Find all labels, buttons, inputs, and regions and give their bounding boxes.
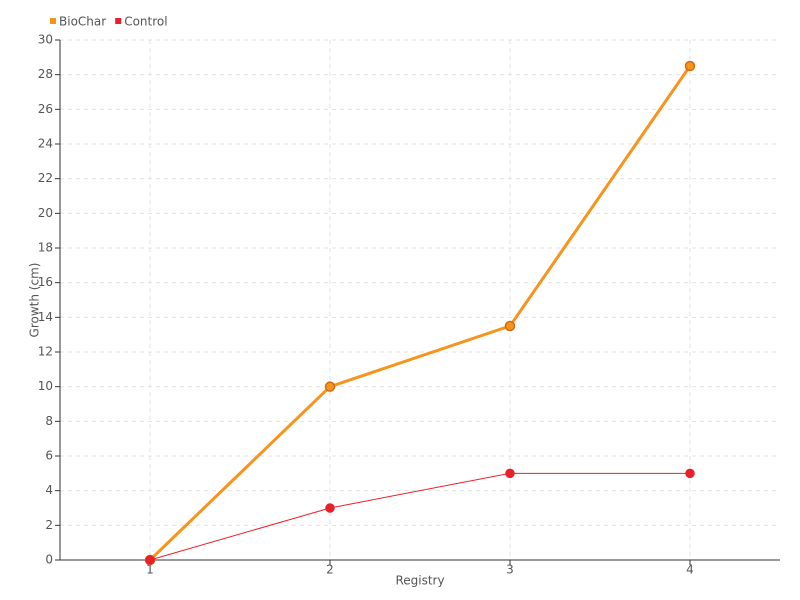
y-tick-label: 30 — [38, 33, 53, 47]
y-tick-label: 16 — [38, 275, 53, 289]
data-point — [145, 555, 155, 565]
y-tick-label: 12 — [38, 345, 53, 359]
series-line — [149, 472, 690, 561]
y-tick-label: 28 — [38, 67, 53, 81]
y-tick-label: 4 — [45, 483, 53, 497]
y-axis-label: Growth (cm) — [28, 263, 42, 338]
y-tick-label: 26 — [38, 102, 53, 116]
y-tick-label: 2 — [45, 518, 53, 532]
data-point — [505, 468, 515, 479]
data-point — [325, 503, 335, 513]
y-tick-label: 0 — [45, 553, 53, 567]
legend-label: BioChar — [59, 15, 106, 29]
data-point — [324, 381, 336, 392]
y-tick-label: 22 — [38, 171, 53, 185]
y-tick-label: 6 — [45, 449, 53, 463]
data-point — [684, 60, 696, 72]
y-tick-label: 8 — [45, 414, 53, 428]
y-tick-label: 18 — [38, 241, 53, 255]
legend-label: Control — [124, 15, 167, 29]
legend-swatch — [50, 18, 56, 24]
x-tick-label: 1 — [146, 563, 154, 577]
y-tick-label: 24 — [38, 137, 53, 151]
data-point — [685, 468, 695, 479]
y-tick-label: 14 — [38, 310, 53, 324]
x-axis-label: Registry — [395, 574, 444, 588]
legend-swatch — [115, 18, 122, 24]
data-point — [504, 320, 516, 332]
y-tick-label: 20 — [38, 206, 53, 220]
y-tick-label: 10 — [38, 379, 53, 393]
x-tick-label: 3 — [506, 563, 514, 577]
x-tick-label: 2 — [326, 563, 334, 577]
series-line — [148, 65, 692, 562]
x-tick-label: 4 — [686, 563, 694, 577]
